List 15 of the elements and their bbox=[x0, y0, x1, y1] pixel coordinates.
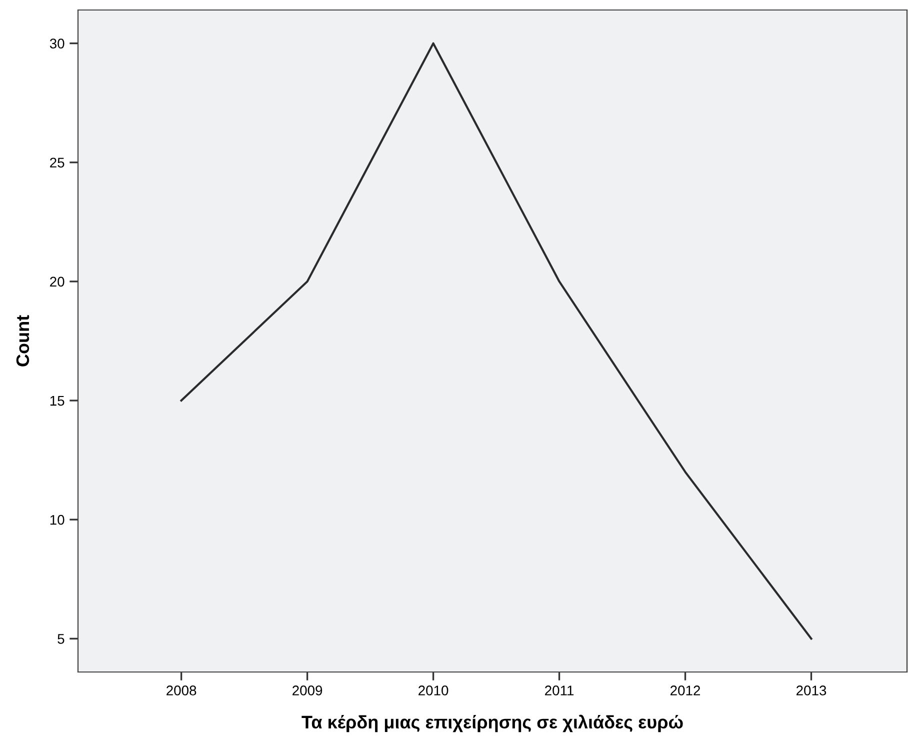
x-tick-label: 2013 bbox=[796, 686, 826, 696]
y-tick-label: 25 bbox=[50, 158, 64, 168]
x-tick-label: 2009 bbox=[292, 686, 322, 696]
x-axis-title: Τα κέρδη μιας επιχείρησης σε χιλιάδες ευρώ bbox=[302, 714, 683, 732]
x-tick-label: 2012 bbox=[670, 686, 700, 696]
x-tick-label: 2011 bbox=[545, 686, 574, 696]
y-tick-label: 5 bbox=[58, 634, 64, 644]
y-tick-label: 15 bbox=[50, 396, 64, 406]
y-tick-label: 20 bbox=[50, 276, 64, 287]
line-series bbox=[180, 42, 812, 640]
y-tick-label: 10 bbox=[50, 514, 64, 525]
y-axis-title: Count bbox=[16, 315, 30, 366]
x-tick-label: 2008 bbox=[166, 686, 196, 696]
y-tick-label: 30 bbox=[50, 38, 64, 49]
x-tick-label: 2010 bbox=[418, 686, 448, 696]
